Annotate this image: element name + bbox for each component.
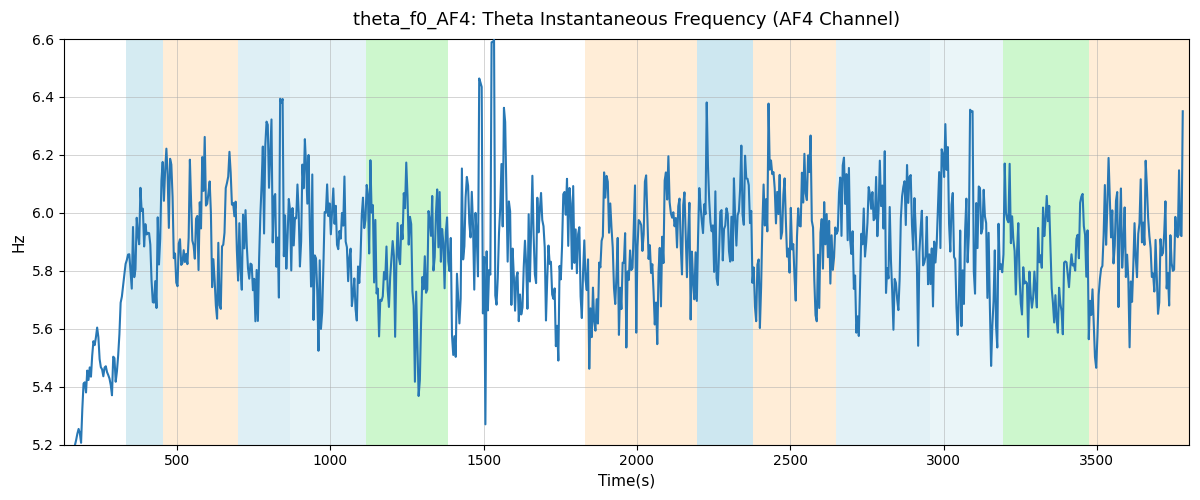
Title: theta_f0_AF4: Theta Instantaneous Frequency (AF4 Channel): theta_f0_AF4: Theta Instantaneous Freque… [353, 11, 900, 30]
Bar [697, 39, 754, 444]
Bar [1090, 39, 1192, 444]
Bar [163, 39, 239, 444]
Bar [930, 39, 1003, 444]
Bar [584, 39, 697, 444]
Bar [366, 39, 449, 444]
Bar [290, 39, 366, 444]
Bar [754, 39, 836, 444]
Bar [1003, 39, 1090, 444]
Bar [239, 39, 290, 444]
X-axis label: Time(s): Time(s) [598, 474, 655, 489]
Bar [126, 39, 163, 444]
Y-axis label: Hz: Hz [11, 232, 26, 252]
Bar [836, 39, 930, 444]
